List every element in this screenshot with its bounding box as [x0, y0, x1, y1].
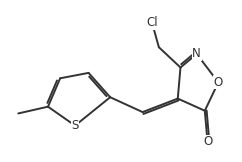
Text: O: O [214, 76, 223, 89]
Text: Cl: Cl [146, 16, 158, 29]
Text: O: O [203, 135, 212, 148]
Text: N: N [192, 47, 201, 60]
Text: S: S [71, 119, 79, 132]
